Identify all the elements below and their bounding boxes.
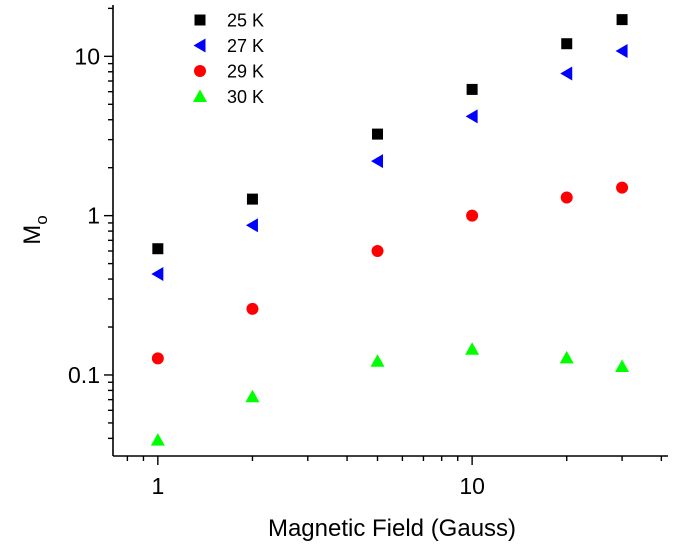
- data-point: [371, 244, 384, 257]
- data-point: [465, 342, 480, 355]
- data-point: [245, 389, 260, 403]
- series-29-k: [151, 181, 629, 365]
- x-tick-label: 10: [459, 473, 485, 499]
- legend-label: 25 K: [227, 11, 264, 31]
- legend-label: 30 K: [227, 87, 264, 107]
- data-point: [560, 66, 573, 81]
- data-point: [561, 38, 573, 50]
- data-point: [616, 14, 628, 26]
- y-tick-label: 1: [87, 203, 100, 229]
- legend-marker: [193, 89, 207, 102]
- y-axis-title: Mo: [19, 215, 51, 244]
- axes: 0.1 1 10 1 10: [68, 5, 668, 499]
- x-axis-title: Magnetic Field (Gauss): [268, 515, 516, 542]
- y-tick-label: 0.1: [68, 362, 100, 388]
- legend-label: 29 K: [227, 62, 264, 82]
- legend-marker: [194, 14, 206, 26]
- legend-item: 25 K: [194, 11, 264, 31]
- data-point: [151, 352, 164, 365]
- legend: 25 K 27 K 29 K 30 K: [193, 11, 264, 107]
- y-axis-title-main: M: [19, 225, 46, 245]
- legend-item: 30 K: [193, 87, 264, 107]
- data-point: [372, 128, 384, 140]
- svg-text:Mo: Mo: [19, 215, 51, 244]
- data-point: [559, 350, 574, 364]
- data-point: [466, 83, 478, 95]
- data-point: [560, 191, 573, 204]
- series-27-k: [151, 44, 628, 282]
- data-points: [150, 14, 630, 446]
- legend-marker: [194, 65, 206, 77]
- y-tick-label: 10: [74, 43, 100, 69]
- data-point: [151, 267, 164, 282]
- data-point: [152, 243, 164, 255]
- data-point: [150, 433, 165, 446]
- data-point: [616, 181, 629, 194]
- data-point: [246, 193, 258, 205]
- data-point: [615, 44, 628, 59]
- data-point: [246, 302, 259, 315]
- series-30-k: [150, 342, 630, 446]
- y-axis-title-subscript: o: [32, 215, 51, 224]
- legend-label: 27 K: [227, 36, 264, 56]
- data-point: [465, 109, 478, 124]
- x-tick-label: 1: [151, 473, 164, 499]
- data-point: [245, 218, 258, 233]
- series-25-k: [152, 14, 628, 255]
- data-point: [466, 209, 479, 222]
- legend-item: 29 K: [194, 62, 264, 82]
- data-point: [615, 359, 630, 373]
- legend-item: 27 K: [193, 36, 264, 56]
- data-point: [371, 154, 384, 169]
- legend-marker: [193, 38, 206, 53]
- data-point: [370, 354, 385, 367]
